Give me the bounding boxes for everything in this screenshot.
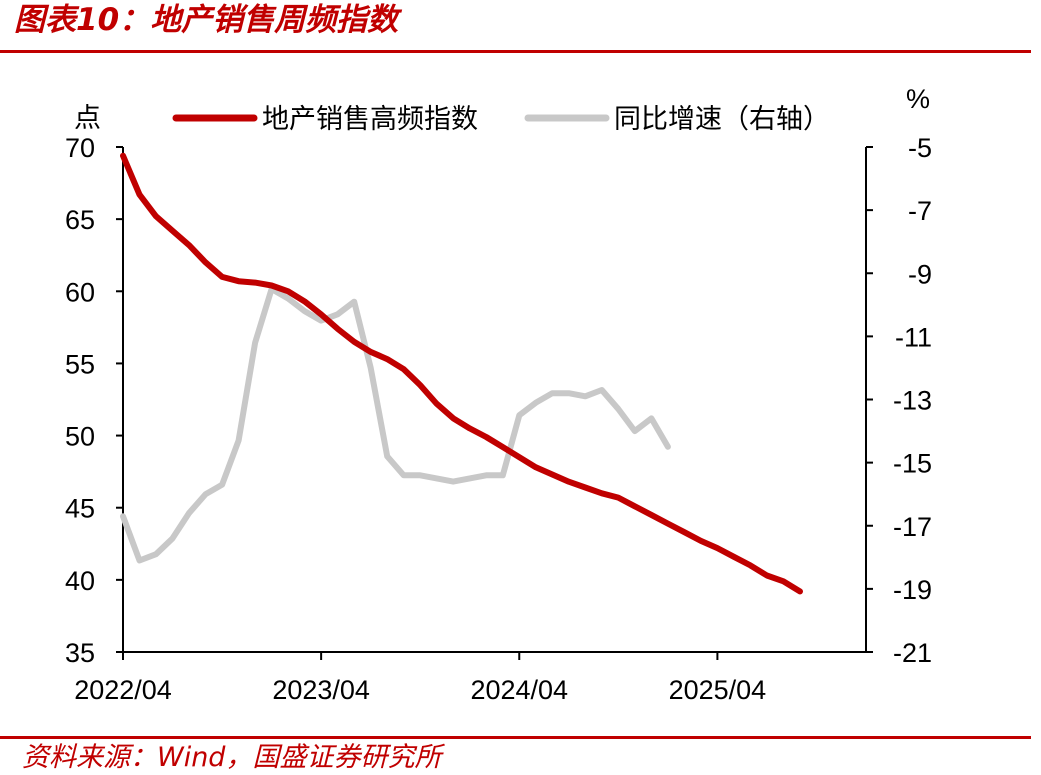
title-rule bbox=[0, 50, 1031, 53]
left-axis-unit: 点 bbox=[74, 103, 101, 133]
source-note: 资料来源：Wind，国盛证券研究所 bbox=[22, 742, 442, 773]
right-tick-label: -11 bbox=[895, 322, 932, 352]
left-tick-label: 65 bbox=[65, 205, 95, 235]
legend: 地产销售高频指数 同比增速（右轴） bbox=[172, 104, 830, 134]
right-tick-label: -19 bbox=[893, 575, 932, 605]
left-tick-label: 60 bbox=[65, 277, 95, 307]
right-axis-unit: % bbox=[906, 84, 930, 114]
left-tick-label: 55 bbox=[65, 349, 95, 379]
right-axis-ticks: -5 -7 -9 -11 -13 -15 -17 -19 -21 bbox=[866, 133, 932, 668]
chart-title: 图表10：地产销售周频指数 bbox=[14, 2, 399, 38]
series-line-yoy bbox=[120, 286, 671, 564]
right-tick-label: -7 bbox=[908, 196, 932, 226]
left-tick-label: 70 bbox=[65, 133, 95, 163]
x-axis-ticks: 2022/04 2023/04 2024/04 2025/04 bbox=[74, 652, 766, 705]
right-tick-label: -15 bbox=[893, 449, 932, 479]
x-tick-label: 2023/04 bbox=[272, 675, 370, 705]
right-tick-label: -17 bbox=[893, 512, 932, 542]
x-tick-label: 2025/04 bbox=[669, 675, 767, 705]
source-rule bbox=[0, 736, 1031, 739]
left-tick-label: 45 bbox=[65, 494, 95, 524]
legend-label-yoy: 同比增速（右轴） bbox=[614, 104, 830, 134]
legend-label-index: 地产销售高频指数 bbox=[262, 104, 478, 134]
left-tick-label: 50 bbox=[65, 422, 95, 452]
right-tick-label: -9 bbox=[908, 259, 932, 289]
series-line-index bbox=[120, 152, 803, 595]
left-tick-label: 40 bbox=[65, 566, 95, 596]
left-tick-label: 35 bbox=[65, 638, 95, 668]
right-tick-label: -13 bbox=[893, 386, 932, 416]
x-tick-label: 2022/04 bbox=[74, 675, 172, 705]
x-tick-label: 2024/04 bbox=[470, 675, 568, 705]
left-axis-ticks: 70 65 60 55 50 45 40 35 bbox=[65, 133, 123, 668]
right-tick-label: -21 bbox=[893, 638, 932, 668]
right-tick-label: -5 bbox=[908, 133, 932, 163]
